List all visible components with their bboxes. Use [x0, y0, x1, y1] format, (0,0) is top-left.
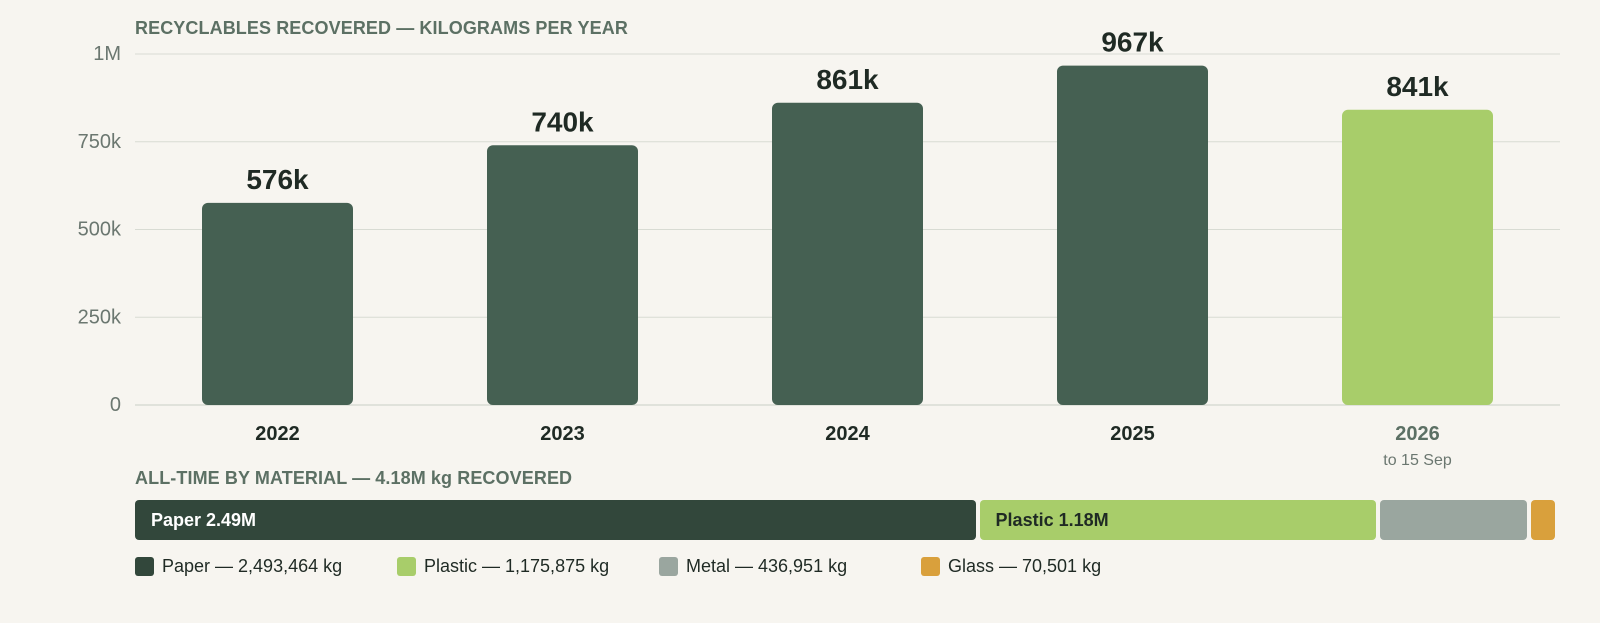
- bar: [202, 202, 353, 405]
- legend-item-glass: Glass — 70,501 kg: [921, 556, 1183, 577]
- x-tick-label: 2023: [540, 423, 585, 445]
- x-tick-label: 2025: [1110, 423, 1155, 445]
- x-tick-label: 2026: [1395, 423, 1440, 445]
- y-tick-label: 0: [110, 394, 121, 416]
- bar-value-label: 740k: [531, 106, 594, 137]
- bar: [772, 102, 923, 405]
- segment-plastic: Plastic 1.18M: [979, 500, 1376, 540]
- material-stacked-bar: Paper 2.49M Plastic 1.18M: [135, 500, 1555, 540]
- legend-swatch: [397, 557, 416, 576]
- y-tick-label: 1M: [93, 43, 121, 65]
- y-tick-label: 250k: [78, 306, 122, 328]
- y-tick-label: 750k: [78, 131, 122, 153]
- bar: [487, 145, 638, 405]
- segment-label: Paper 2.49M: [151, 509, 257, 530]
- bar-value-label: 576k: [246, 164, 309, 195]
- bar: [1057, 65, 1208, 405]
- material-legend: Paper — 2,493,464 kg Plastic — 1,175,875 …: [135, 556, 1183, 577]
- bar: [1342, 109, 1493, 406]
- bar-value-label: 841k: [1386, 71, 1449, 102]
- x-tick-label: 2024: [825, 423, 870, 445]
- legend-item-paper: Paper — 2,493,464 kg: [135, 556, 397, 577]
- bar-value-label: 861k: [816, 64, 879, 95]
- chart-title: RECYCLABLES RECOVERED — KILOGRAMS PER YE…: [135, 18, 628, 38]
- x-tick-label: 2022: [255, 423, 300, 445]
- material-chart-title: ALL-TIME BY MATERIAL — 4.18M kg RECOVERE…: [135, 468, 573, 488]
- legend-swatch: [659, 557, 678, 576]
- segment-paper: Paper 2.49M: [135, 500, 976, 540]
- legend-swatch: [921, 557, 940, 576]
- legend-label: Glass — 70,501 kg: [948, 556, 1102, 576]
- legend-item-plastic: Plastic — 1,175,875 kg: [397, 556, 659, 577]
- segment-glass: [1531, 500, 1555, 540]
- legend-label: Metal — 436,951 kg: [686, 556, 848, 576]
- segment-metal: [1379, 500, 1528, 540]
- x-tick-note: to 15 Sep: [1383, 452, 1452, 469]
- segment-label: Plastic 1.18M: [995, 509, 1109, 530]
- legend-item-metal: Metal — 436,951 kg: [659, 556, 921, 577]
- y-tick-label: 500k: [78, 219, 122, 241]
- yearly-bar-chart: 0 250k 500k 750k 1M 576k 2022 740k 2023 861k 2024 9…: [78, 27, 1560, 469]
- legend-label: Paper — 2,493,464 kg: [162, 556, 343, 576]
- legend-swatch: [135, 557, 154, 576]
- bar-value-label: 967k: [1101, 27, 1164, 58]
- legend-label: Plastic — 1,175,875 kg: [424, 556, 610, 576]
